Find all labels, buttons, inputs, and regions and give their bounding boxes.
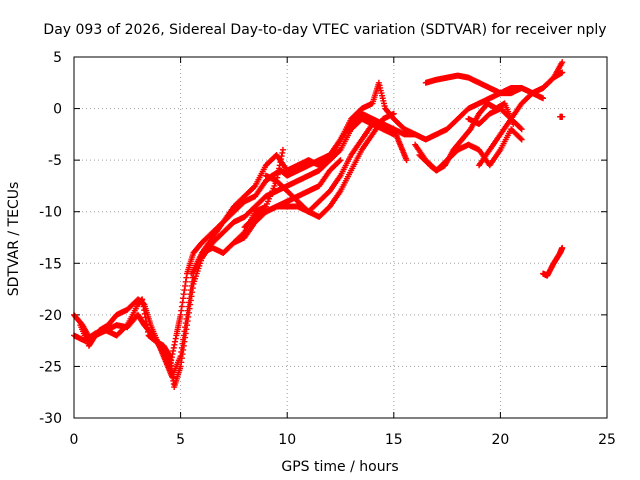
data-point <box>559 59 566 66</box>
data-point <box>279 146 286 153</box>
x-tick-label: 10 <box>278 432 296 448</box>
data-point <box>559 113 566 120</box>
data-point <box>517 125 524 132</box>
data-point <box>123 323 130 330</box>
y-tick-label: 0 <box>53 102 62 118</box>
series-track-15 <box>557 113 566 120</box>
chart-title: Day 093 of 2026, Sidereal Day-to-day VTE… <box>43 22 606 38</box>
y-tick-label: -10 <box>39 205 62 221</box>
data-point <box>559 244 566 251</box>
series-track-7 <box>262 110 397 220</box>
grid-lines <box>74 57 607 418</box>
data-point <box>390 131 397 138</box>
data-point <box>390 110 397 117</box>
y-tick-label: -20 <box>39 308 62 324</box>
x-tick-label: 5 <box>176 432 185 448</box>
y-tick-label: -5 <box>48 153 62 169</box>
data-point <box>369 121 376 128</box>
series-track-13 <box>465 105 525 133</box>
data-point <box>517 135 524 142</box>
data-point <box>559 69 566 76</box>
data-point <box>336 158 343 165</box>
axis-ticks: 0 5 10 15 20 25 5 0 -5 -10 -15 -20 -25 -30 <box>39 50 616 448</box>
data-point <box>403 157 410 164</box>
data-point <box>518 136 525 143</box>
data-point <box>336 147 343 154</box>
x-tick-label: 25 <box>598 432 616 448</box>
data-point <box>518 126 525 133</box>
data-point <box>251 183 258 190</box>
data-point <box>337 157 344 164</box>
series-track-8 <box>390 59 566 143</box>
y-tick-label: 5 <box>53 50 62 66</box>
x-tick-label: 0 <box>70 432 79 448</box>
y-tick-label: -25 <box>39 359 62 375</box>
data-points <box>71 59 566 391</box>
series-track-11 <box>422 72 547 102</box>
series-track-14 <box>540 244 566 279</box>
x-tick-label: 15 <box>385 432 403 448</box>
y-tick-label: -15 <box>39 256 62 272</box>
series-track-10 <box>416 100 517 174</box>
series-track-12 <box>476 69 566 169</box>
series-track-6 <box>241 121 376 231</box>
x-axis-label: GPS time / hours <box>281 459 398 475</box>
plot-frame <box>73 56 608 419</box>
data-point <box>540 95 547 102</box>
y-tick-label: -30 <box>39 411 62 427</box>
x-tick-label: 20 <box>491 432 509 448</box>
y-axis-label: SDTVAR / TECUs <box>6 182 22 297</box>
